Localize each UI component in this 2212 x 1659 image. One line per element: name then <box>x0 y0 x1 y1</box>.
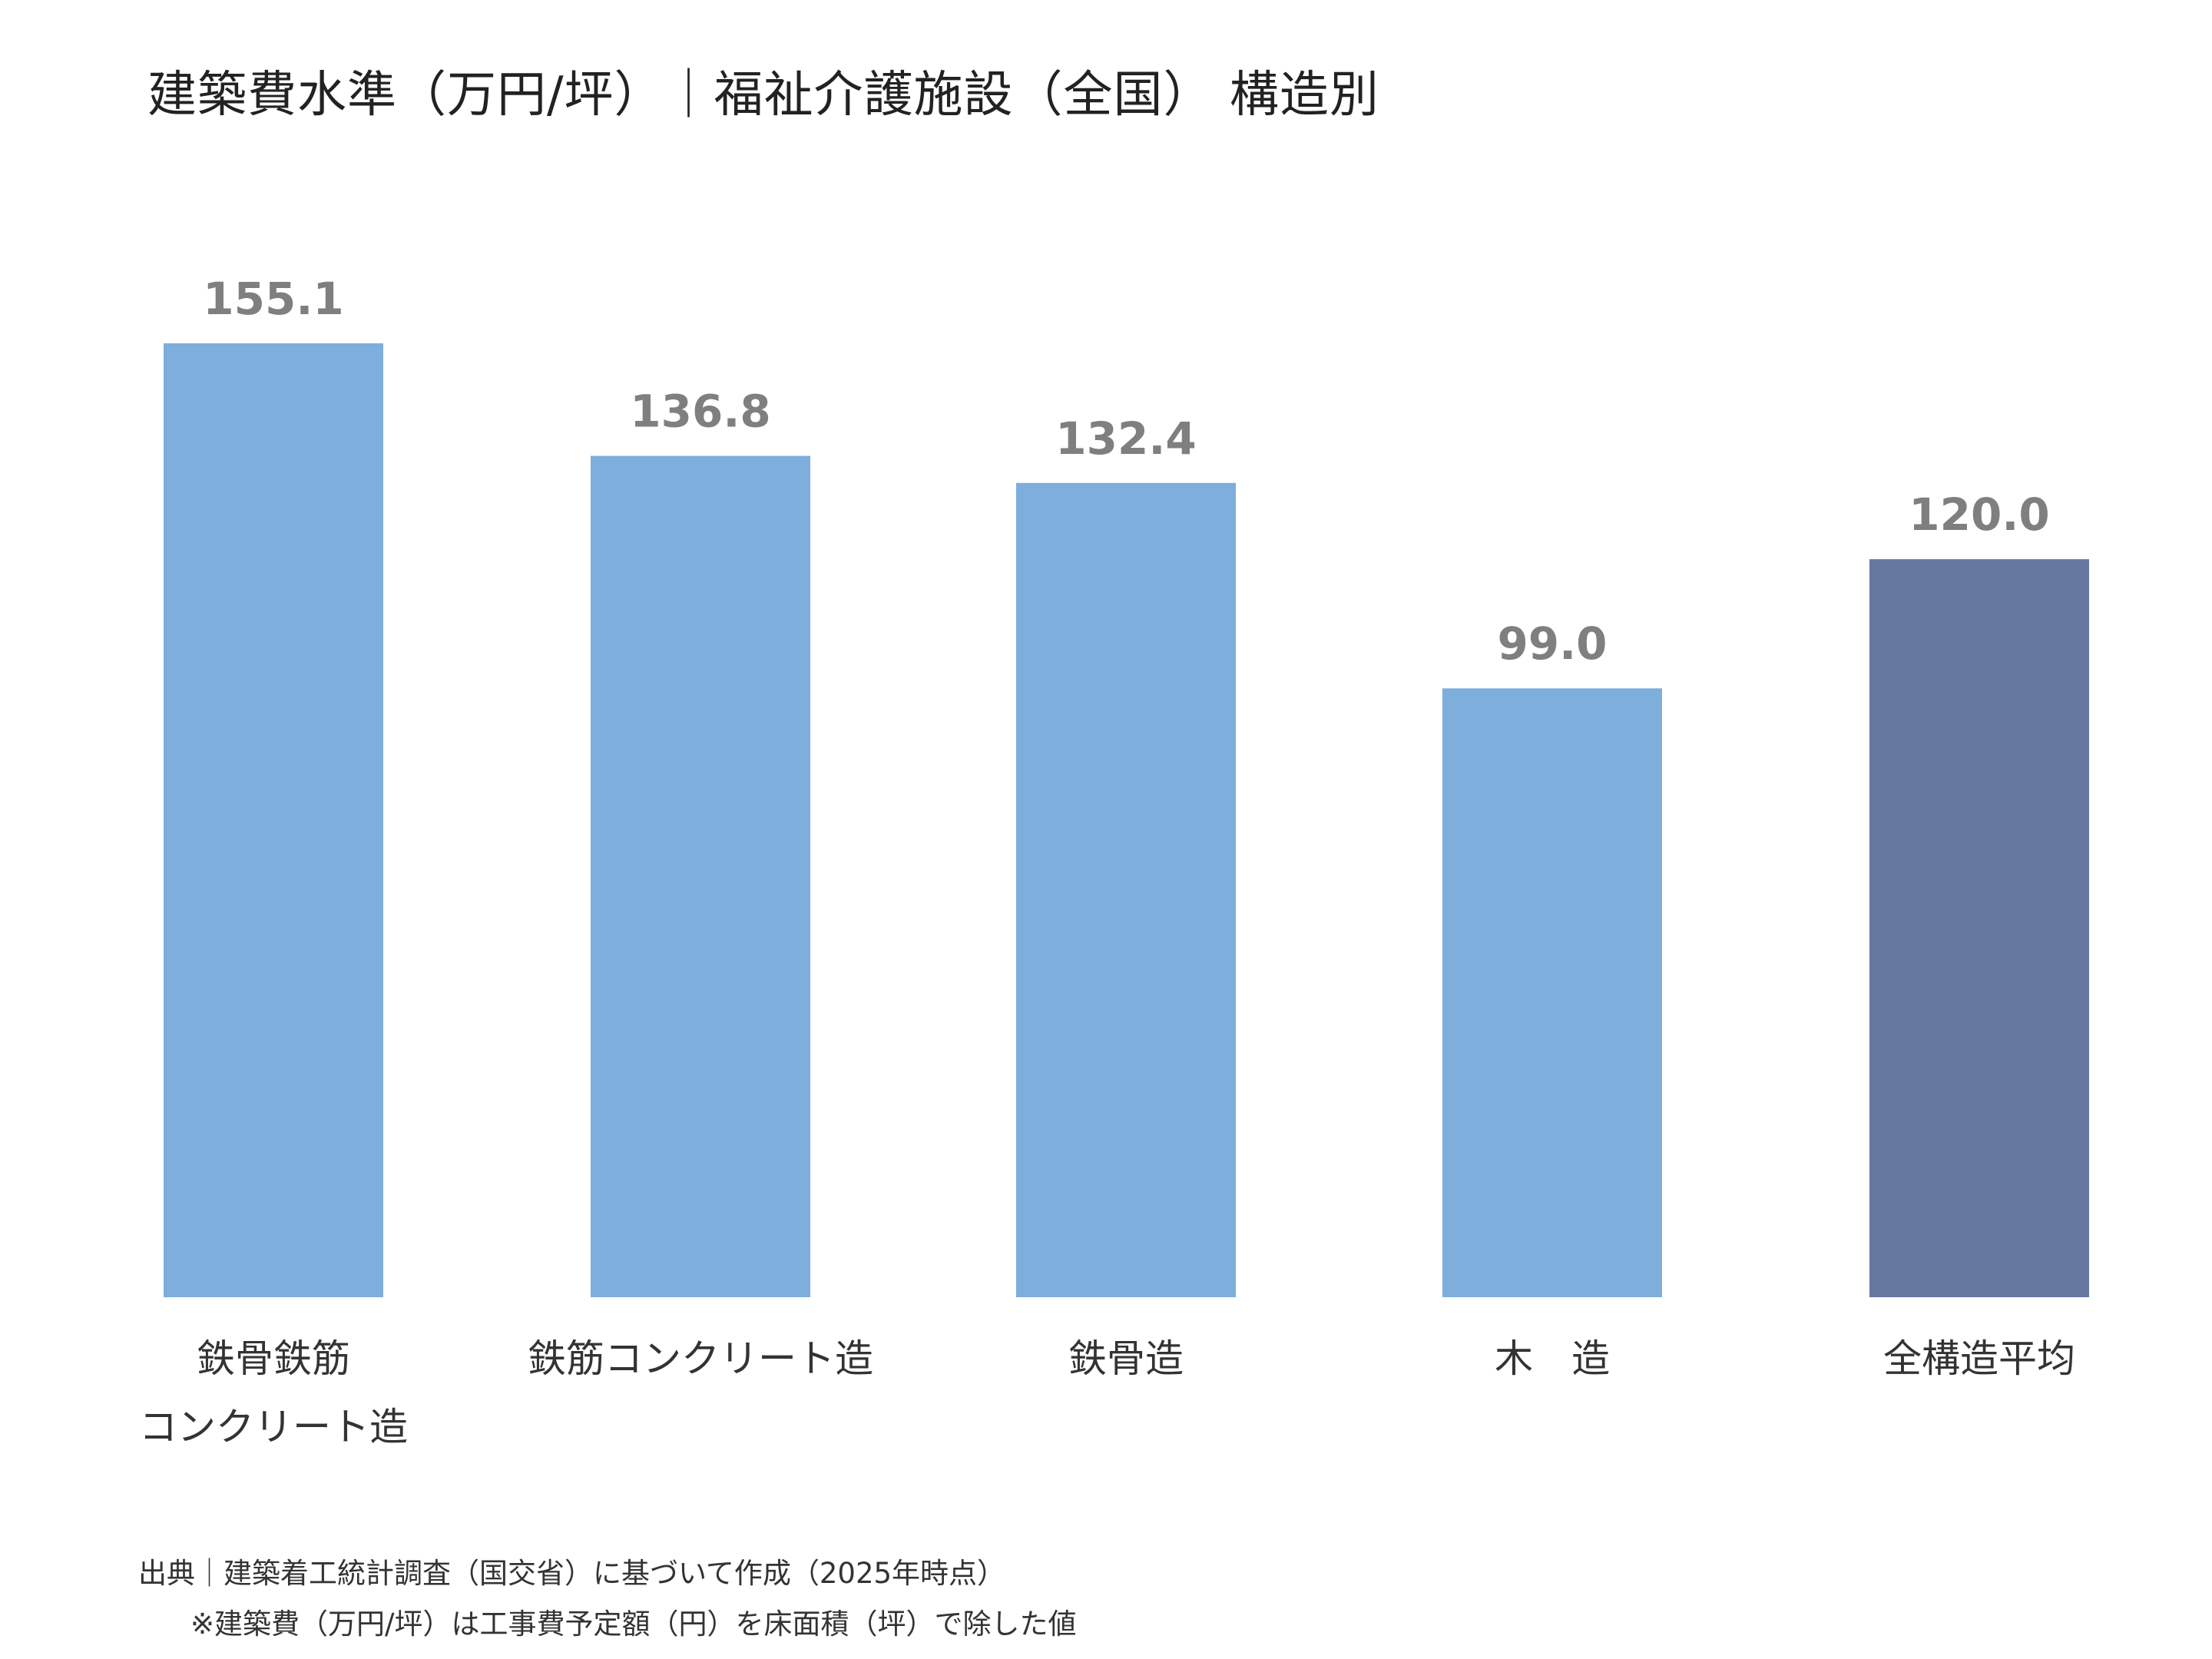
chart-title: 建築費水準（万円/坪）｜福祉介護施設（全国） 構造別 <box>147 67 1379 124</box>
data-label: 155.1 <box>203 273 343 325</box>
category-label: 鉄筋コンクリート造 <box>528 1336 873 1381</box>
bar <box>164 343 383 1297</box>
category-label: 全構造平均 <box>1883 1336 2075 1381</box>
category-label: 鉄骨造 <box>1068 1336 1184 1381</box>
category-label: 木 造 <box>1495 1336 1610 1381</box>
data-label: 120.0 <box>1909 488 2049 541</box>
bar <box>1016 482 1236 1297</box>
data-label: 136.8 <box>630 386 770 438</box>
bar <box>591 455 810 1298</box>
source-note: 出典｜建築着工統計調査（国交省）に基づいて作成（2025年時点） <box>138 1557 1006 1590</box>
bar <box>1869 559 2089 1297</box>
footnote: ※建築費（万円/坪）は工事費予定額（円）を床面積（坪）で除した値 <box>190 1608 1077 1641</box>
category-label: コンクリート造 <box>139 1405 408 1449</box>
data-label: 99.0 <box>1497 618 1607 670</box>
category-label: 鉄骨鉄筋 <box>197 1336 350 1381</box>
data-label: 132.4 <box>1055 412 1196 465</box>
bar <box>1442 688 1662 1297</box>
